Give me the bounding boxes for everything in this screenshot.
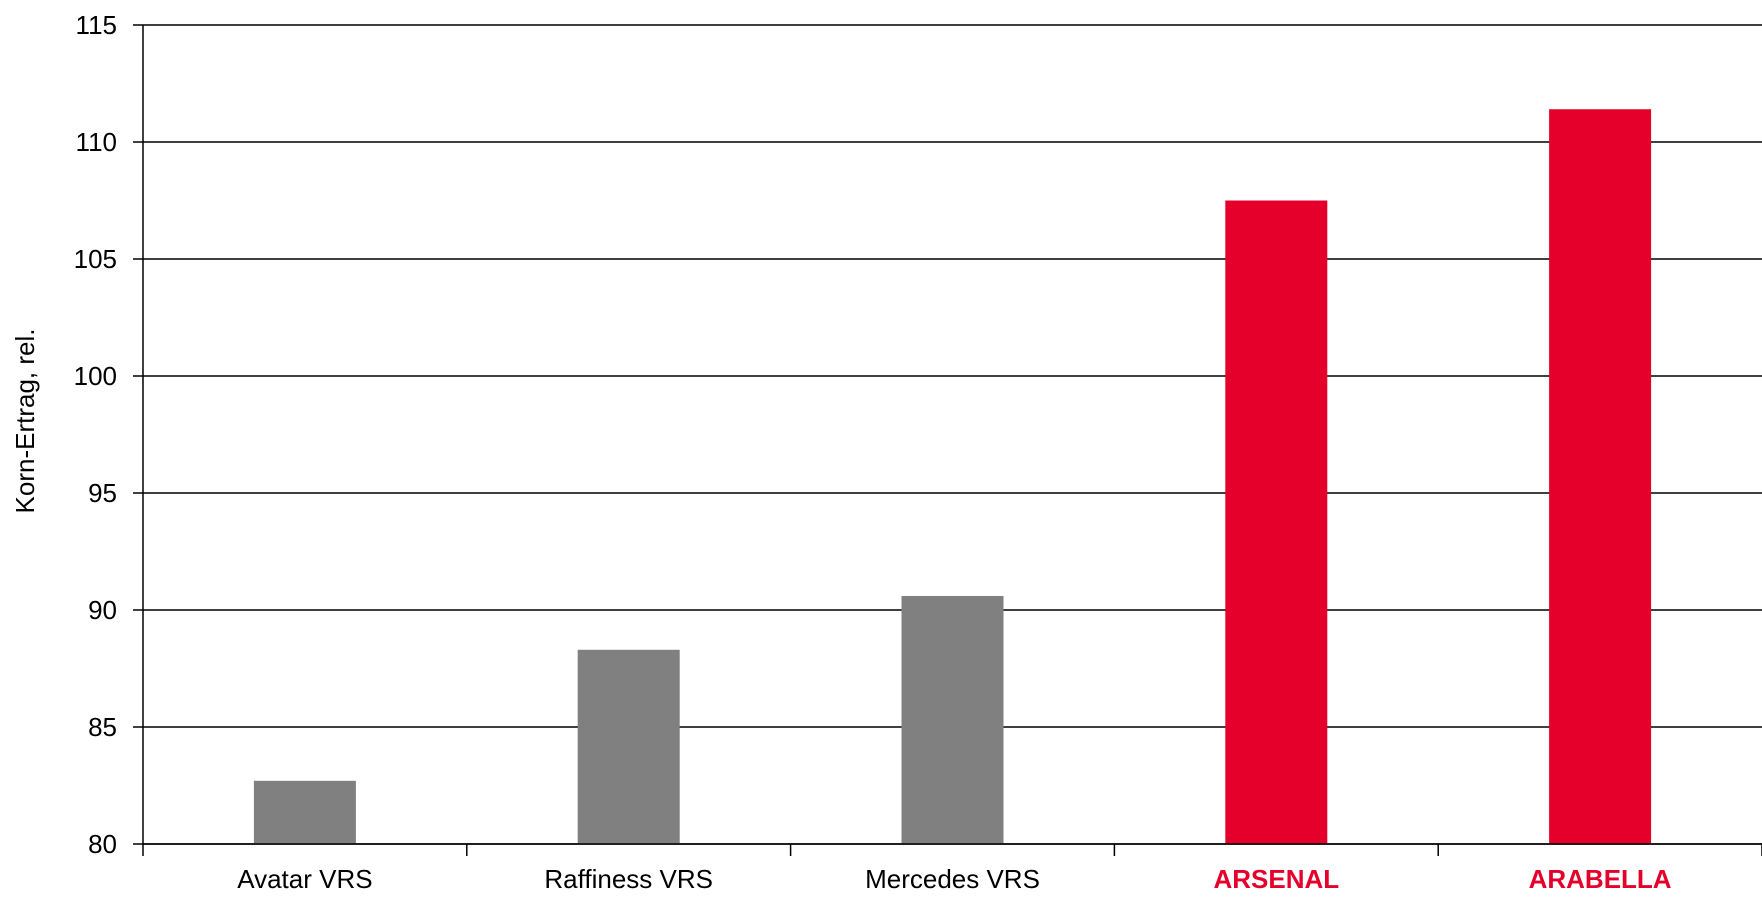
bar [1225, 200, 1328, 844]
y-tick-label: 115 [76, 10, 117, 40]
x-tick-labels: Avatar VRS Raffiness VRS Mercedes VRS ARSEN… [237, 864, 1672, 894]
axes [133, 24, 1762, 856]
bar [901, 595, 1004, 844]
y-axis-title: Korn-Ertrag, rel. [10, 329, 40, 514]
x-tick-label: Raffiness VRS [544, 864, 713, 894]
bar [577, 649, 680, 844]
y-tick-label: 110 [76, 127, 117, 157]
y-tick-label: 105 [74, 244, 117, 274]
y-tick-label: 80 [88, 829, 117, 859]
bar [1549, 109, 1652, 845]
bars [253, 109, 1652, 845]
x-tick-label: Avatar VRS [237, 864, 372, 894]
y-tick-label: 100 [74, 361, 117, 391]
x-tick-label: Mercedes VRS [865, 864, 1040, 894]
y-tick-label: 85 [88, 712, 117, 742]
y-tick-labels: 80 85 90 95 100 105 110 115 [74, 10, 117, 859]
y-tick-label: 90 [88, 595, 117, 625]
x-tick-label: ARSENAL [1213, 864, 1339, 894]
y-tick-label: 95 [88, 478, 117, 508]
bar [253, 780, 356, 844]
x-tick-label: ARABELLA [1529, 864, 1672, 894]
